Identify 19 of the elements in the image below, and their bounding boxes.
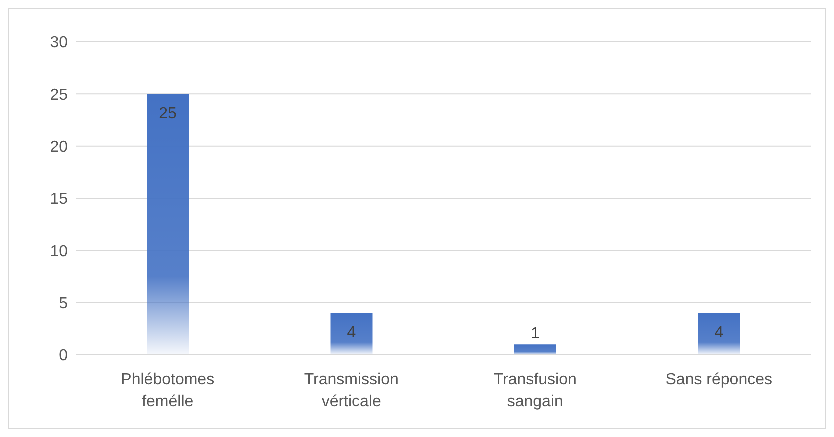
data-label: 25 [159, 106, 177, 123]
data-label: 4 [714, 324, 724, 342]
bar [147, 94, 189, 355]
y-tick-label: 20 [50, 139, 68, 156]
x-tick-label: Transfusion sangain [494, 371, 577, 410]
y-tick-label: 25 [50, 86, 68, 104]
data-label: 1 [531, 326, 540, 343]
y-tick-label: 30 [50, 34, 68, 52]
data-label: 4 [347, 324, 356, 342]
x-tick-label: Phlébotomes femélle [121, 371, 215, 410]
y-tick-label: 5 [59, 296, 68, 313]
y-tick-label: 0 [59, 348, 68, 365]
bar [514, 344, 556, 355]
y-tick-label: 15 [50, 191, 68, 208]
x-tick-label: Sans réponces [666, 371, 772, 388]
bar [330, 313, 373, 355]
y-tick-label: 10 [50, 243, 68, 260]
bar [698, 313, 740, 355]
x-tick-label: Transmission vérticale [304, 371, 399, 410]
